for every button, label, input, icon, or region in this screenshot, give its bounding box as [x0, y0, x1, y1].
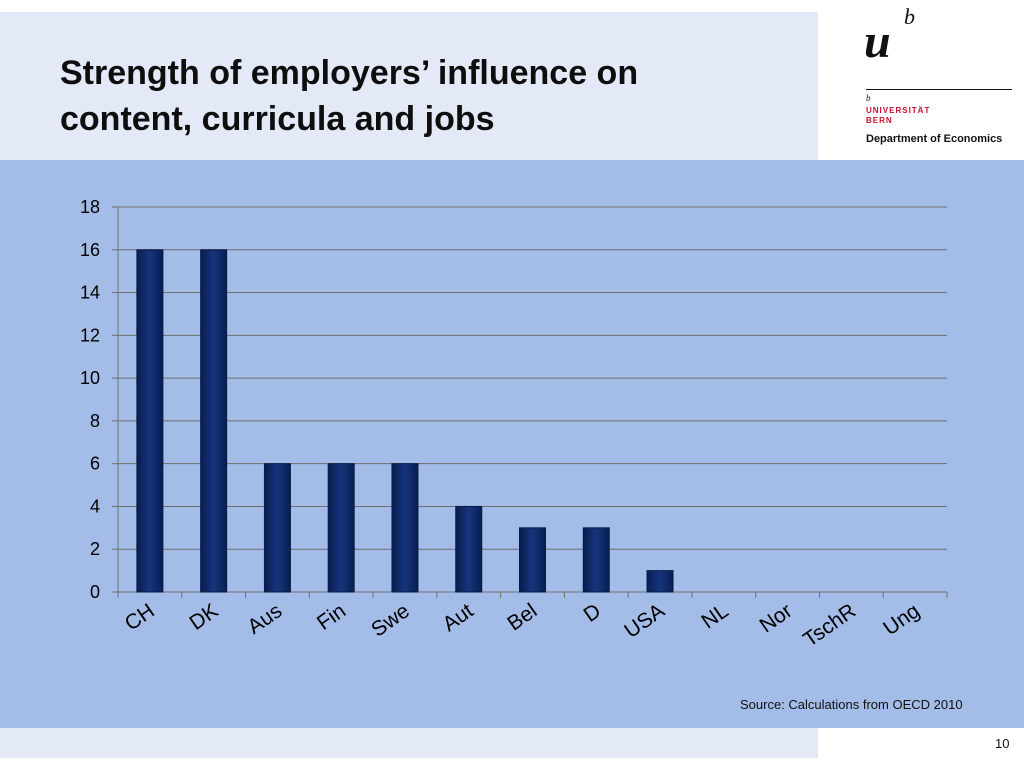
y-tick-label: 0 [90, 582, 100, 602]
y-tick-label: 12 [80, 325, 100, 345]
bar-bel [519, 527, 546, 593]
bar-dk [200, 249, 228, 593]
y-tick-label: 6 [90, 454, 100, 474]
page-number: 10 [995, 736, 1010, 751]
x-tick-label: CH [121, 599, 159, 635]
x-tick-label: NL [697, 599, 732, 633]
bar-chart: 0 2 4 6 8 10 12 14 16 18 CH DK Aus Fin Swe Aut Bel D USA N… [80, 197, 948, 652]
x-tick-label: Bel [503, 599, 541, 635]
gridlines [118, 206, 947, 550]
source-note: Source: Calculations from OECD 2010 [740, 697, 963, 712]
y-tick-label: 8 [90, 411, 100, 431]
x-tick-label: DK [185, 599, 222, 635]
x-tick-label: USA [620, 599, 669, 643]
x-tick-labels: CH DK Aus Fin Swe Aut Bel D USA NL Nor TschR Ung [121, 599, 924, 651]
logo-small-b: b [866, 93, 871, 103]
x-tick-label: Aus [243, 599, 286, 639]
x-tick-label: Aut [439, 599, 478, 636]
x-tick-label: Swe [367, 599, 414, 641]
y-tick-label: 16 [80, 240, 100, 260]
y-tick-label: 18 [80, 197, 100, 217]
header-band [0, 12, 818, 160]
x-tick-label: D [580, 599, 606, 627]
logo-area [818, 0, 1024, 160]
university-logo-b: b [904, 4, 915, 29]
x-tick-label: Fin [313, 599, 350, 635]
footer-band [0, 728, 818, 758]
bar-swe [391, 463, 419, 593]
slide-title: Strength of employers’ influence on cont… [60, 50, 800, 142]
bar-fin [327, 463, 355, 593]
y-tick-labels: 0 2 4 6 8 10 12 14 16 18 [80, 197, 100, 602]
bar-ch [136, 249, 164, 593]
x-tick-label: TschR [799, 599, 860, 651]
y-tick-label: 2 [90, 539, 100, 559]
slide-title-line-1: Strength of employers’ influence on [60, 54, 639, 92]
bar-d [582, 527, 610, 593]
chart-panel [0, 160, 1024, 728]
x-tick-label: Nor [756, 599, 797, 637]
bars [136, 249, 674, 593]
y-tick-label: 10 [80, 368, 100, 388]
slide-title-line-2: content, curricula and jobs [60, 100, 495, 138]
department-name: Department of Economics [866, 133, 1003, 145]
y-tick-label: 4 [90, 496, 100, 516]
bar-usa [646, 570, 674, 593]
bar-aus [263, 463, 291, 593]
bar-aut [455, 505, 483, 593]
logo-divider [866, 89, 1012, 90]
y-tick-label: 14 [80, 283, 100, 303]
university-name-line-1: UNIVERSITÄT [866, 106, 931, 115]
university-logo-u: u [864, 15, 891, 68]
university-name-line-2: BERN [866, 116, 893, 125]
x-tick-label: Ung [879, 599, 924, 640]
